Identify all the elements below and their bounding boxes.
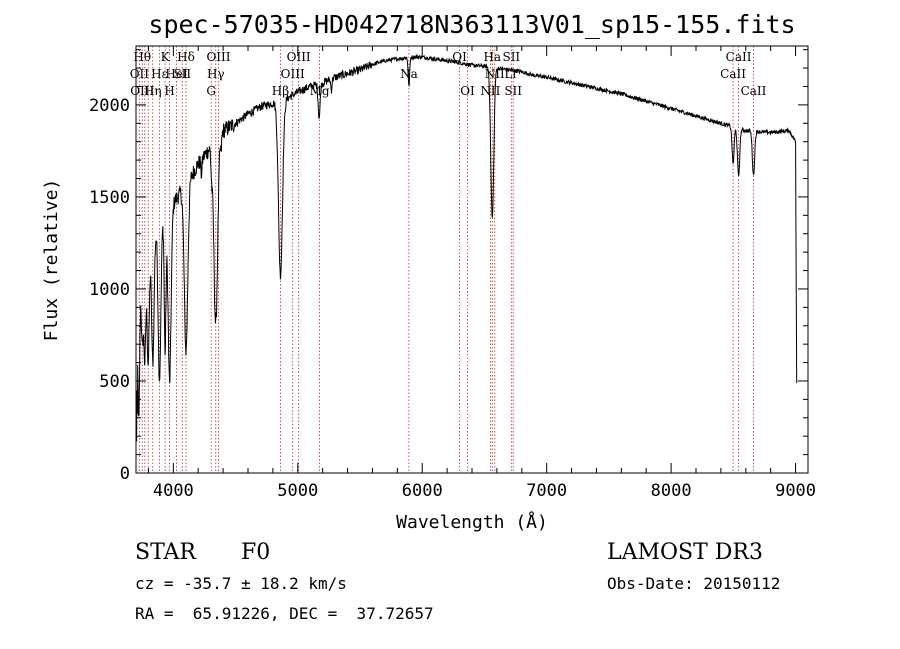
line-label-18: CaII	[720, 67, 746, 81]
coordinates: RA = 65.91226, DEC = 37.72657	[135, 604, 434, 623]
line-label-1: K	[161, 50, 171, 64]
line-label-24: Mg	[310, 84, 330, 98]
y-tick-label-2: 1000	[89, 280, 130, 300]
spectrum-line	[136, 53, 798, 442]
line-label-9: OII	[130, 67, 150, 81]
object-subclass: F0	[241, 540, 271, 565]
observation-date: Obs-Date: 20150112	[607, 574, 781, 593]
line-label-26: NII	[480, 84, 500, 98]
x-tick-label-5: 9000	[775, 481, 816, 501]
line-label-6: SII	[502, 50, 520, 64]
line-label-28: CaII	[741, 84, 767, 98]
line-label-21: H	[164, 84, 174, 98]
line-label-13: Hγ	[207, 67, 225, 81]
line-label-15: Na	[400, 67, 418, 81]
x-tick-label-0: 4000	[153, 481, 194, 501]
y-axis-ticks: 0 500 1000 1500 2000	[89, 49, 808, 484]
line-label-0: Hθ	[133, 50, 151, 64]
line-label-4: OIII	[287, 50, 311, 64]
y-tick-label-1: 500	[99, 372, 130, 392]
line-label-20: Hη	[144, 84, 162, 98]
line-label-17: Li	[504, 67, 516, 81]
line-label-22: G	[206, 84, 216, 98]
line-label-27: SII	[504, 84, 522, 98]
x-axis-ticks: 4000 5000 6000 7000 8000 9000	[147, 46, 816, 501]
line-label-12: SII	[173, 67, 191, 81]
chart-title: spec-57035-HD042718N363113V01_sp15-155.f…	[148, 10, 795, 39]
line-label-14: OIII	[281, 67, 305, 81]
line-label-5: Ha	[483, 50, 501, 64]
y-tick-label-0: 0	[120, 464, 130, 484]
line-label-11: HeI	[165, 67, 188, 81]
x-tick-label-3: 7000	[526, 481, 567, 501]
line-label-7: CaII	[726, 50, 752, 64]
survey-name: LAMOST DR3	[607, 540, 763, 565]
y-tick-label-4: 2000	[89, 96, 130, 116]
line-label-2: Hδ	[177, 50, 195, 64]
x-axis-label: Wavelength (Å)	[396, 511, 548, 533]
plot-frame	[135, 45, 809, 474]
line-label-3: OIII	[206, 50, 230, 64]
x-tick-label-2: 6000	[402, 481, 443, 501]
line-label-25: OI	[460, 84, 475, 98]
emission-line-markers	[138, 46, 754, 473]
line-label-10: Hε	[151, 67, 168, 81]
x-tick-label-1: 5000	[277, 481, 318, 501]
line-label-8: OI	[452, 50, 467, 64]
y-tick-label-3: 1500	[89, 188, 130, 208]
line-label-23: Hβ	[272, 84, 289, 98]
x-tick-label-4: 8000	[651, 481, 692, 501]
y-axis-label: Flux (relative)	[41, 179, 62, 342]
redshift-info: cz = -35.7 ± 18.2 km/s	[135, 574, 347, 593]
object-class: STAR	[135, 540, 196, 565]
